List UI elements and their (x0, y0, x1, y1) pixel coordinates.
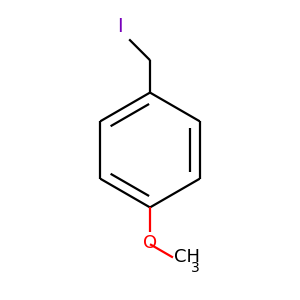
Text: O: O (143, 234, 157, 252)
Text: CH: CH (174, 248, 200, 266)
Text: I: I (117, 17, 123, 36)
Text: 3: 3 (190, 261, 200, 275)
